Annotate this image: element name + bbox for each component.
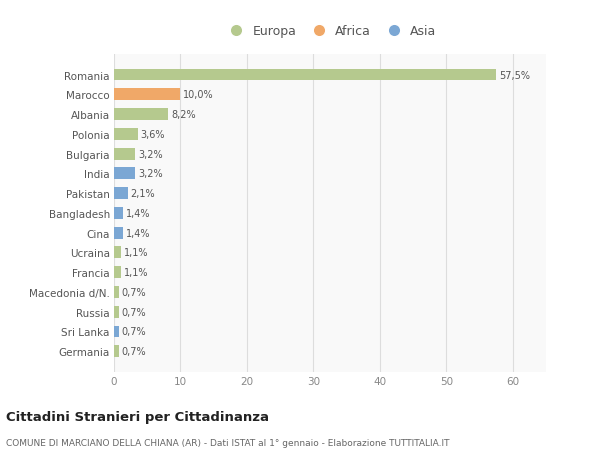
Text: 3,2%: 3,2%	[138, 149, 163, 159]
Bar	[114, 346, 119, 358]
Text: 57,5%: 57,5%	[499, 70, 530, 80]
Bar	[114, 89, 181, 101]
Bar	[114, 286, 119, 298]
Bar	[114, 188, 128, 200]
Bar	[114, 326, 119, 338]
Bar	[114, 306, 119, 318]
Bar	[114, 129, 138, 140]
Bar	[114, 267, 121, 279]
Text: Cittadini Stranieri per Cittadinanza: Cittadini Stranieri per Cittadinanza	[6, 410, 269, 423]
Text: 0,7%: 0,7%	[121, 307, 146, 317]
Bar	[114, 247, 121, 259]
Text: 10,0%: 10,0%	[183, 90, 214, 100]
Bar	[114, 69, 496, 81]
Legend: Europa, Africa, Asia: Europa, Africa, Asia	[219, 20, 441, 43]
Text: 1,4%: 1,4%	[126, 228, 151, 238]
Text: 3,6%: 3,6%	[140, 129, 165, 140]
Bar	[114, 109, 169, 121]
Text: 0,7%: 0,7%	[121, 327, 146, 337]
Bar	[114, 148, 135, 160]
Text: 3,2%: 3,2%	[138, 169, 163, 179]
Text: 2,1%: 2,1%	[131, 189, 155, 199]
Text: 8,2%: 8,2%	[171, 110, 196, 120]
Text: COMUNE DI MARCIANO DELLA CHIANA (AR) - Dati ISTAT al 1° gennaio - Elaborazione T: COMUNE DI MARCIANO DELLA CHIANA (AR) - D…	[6, 438, 449, 447]
Text: 0,7%: 0,7%	[121, 287, 146, 297]
Bar	[114, 227, 124, 239]
Bar	[114, 168, 135, 180]
Bar	[114, 207, 124, 219]
Text: 0,7%: 0,7%	[121, 347, 146, 357]
Text: 1,1%: 1,1%	[124, 248, 148, 258]
Text: 1,4%: 1,4%	[126, 208, 151, 218]
Text: 1,1%: 1,1%	[124, 268, 148, 278]
